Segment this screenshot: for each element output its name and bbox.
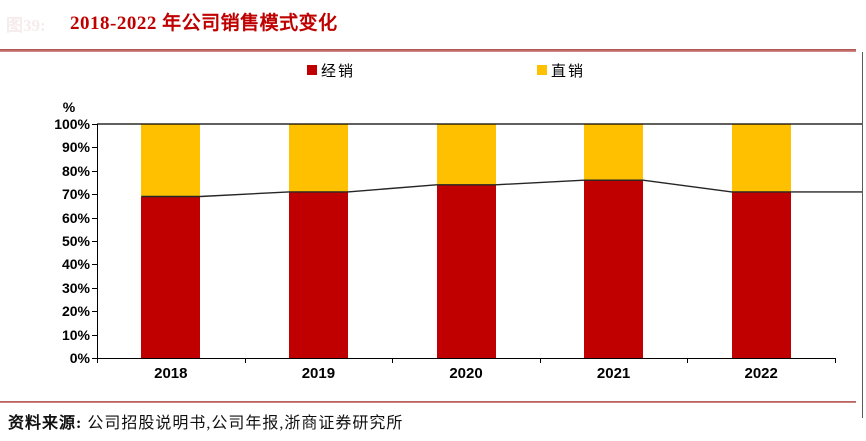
- bar-segment-jingxiao: [288, 191, 348, 358]
- x-axis-category-label: 2019: [301, 365, 336, 382]
- y-axis-tick: [92, 124, 97, 125]
- bar-segment-zhixiao: [436, 124, 496, 185]
- y-axis-tick: [92, 170, 97, 172]
- x-axis-line: [97, 358, 836, 359]
- x-axis-category-label: 2020: [449, 365, 483, 382]
- y-axis-tick-label: 0%: [69, 350, 90, 366]
- x-axis-category-label: 2018: [154, 365, 188, 382]
- source-note: 资料来源: 公司招股说明书,公司年报,浙商证券研究所: [8, 409, 403, 433]
- legend-swatch-zhixiao: [537, 65, 547, 75]
- source-label: 资料来源:: [8, 415, 83, 432]
- y-axis-tick-label: 10%: [61, 326, 90, 343]
- bar-segment-zhixiao: [288, 124, 348, 192]
- x-axis-category-label: 2022: [744, 365, 778, 382]
- y-axis-line: [97, 124, 98, 359]
- bar-segment-zhixiao: [731, 124, 791, 192]
- y-axis-tick: [92, 147, 97, 149]
- bar-segment-jingxiao: [141, 196, 201, 358]
- bar-segment-zhixiao: [141, 124, 201, 197]
- x-axis-tick: [835, 358, 836, 363]
- bar-segment-zhixiao: [584, 124, 644, 181]
- x-axis-tick: [97, 358, 98, 363]
- title-underline-rule: [0, 49, 856, 52]
- y-axis-tick-label: 40%: [61, 256, 90, 273]
- y-axis-tick-label: 30%: [61, 279, 90, 296]
- y-axis-tick-label: 80%: [61, 162, 90, 179]
- y-axis-tick-label: 50%: [61, 233, 90, 249]
- x-axis-tick: [687, 358, 689, 363]
- y-axis-tick-label: 100%: [54, 116, 90, 132]
- x-axis-tick: [244, 358, 246, 363]
- footer-rule: [0, 401, 856, 403]
- y-axis-tick: [92, 358, 97, 359]
- bar-segment-jingxiao: [436, 184, 496, 358]
- y-axis-tick-label: 60%: [61, 209, 90, 226]
- source-text: 公司招股说明书,公司年报,浙商证券研究所: [87, 415, 404, 432]
- x-axis-tick: [539, 358, 541, 363]
- bar-segment-jingxiao: [731, 191, 791, 358]
- y-axis-tick-label: 20%: [61, 303, 90, 320]
- y-axis-tick: [92, 264, 97, 266]
- legend-label-zhixiao: 直销: [551, 64, 586, 80]
- bar-segment-jingxiao: [584, 180, 644, 358]
- y-axis-tick: [92, 217, 97, 219]
- figure-number-watermark: 图39:: [6, 16, 46, 35]
- y-axis-tick: [92, 194, 97, 196]
- y-axis-tick: [92, 334, 97, 336]
- figure-title: 2018-2022 年公司销售模式变化: [70, 13, 338, 34]
- x-axis-category-label: 2021: [596, 365, 631, 382]
- figure-cell-right-border: [862, 52, 863, 418]
- x-axis-tick: [392, 358, 394, 363]
- y-axis-tick-label: 70%: [61, 186, 90, 203]
- legend-swatch-jingxiao: [307, 65, 317, 75]
- y-axis-unit-label: %: [62, 99, 76, 115]
- y-axis-tick: [92, 241, 97, 242]
- y-axis-tick-label: 90%: [61, 139, 90, 156]
- y-axis-tick: [92, 287, 97, 289]
- y-axis-tick: [92, 311, 97, 313]
- legend-label-jingxiao: 经销: [321, 64, 356, 80]
- jingxiao-share-line: [141, 179, 863, 198]
